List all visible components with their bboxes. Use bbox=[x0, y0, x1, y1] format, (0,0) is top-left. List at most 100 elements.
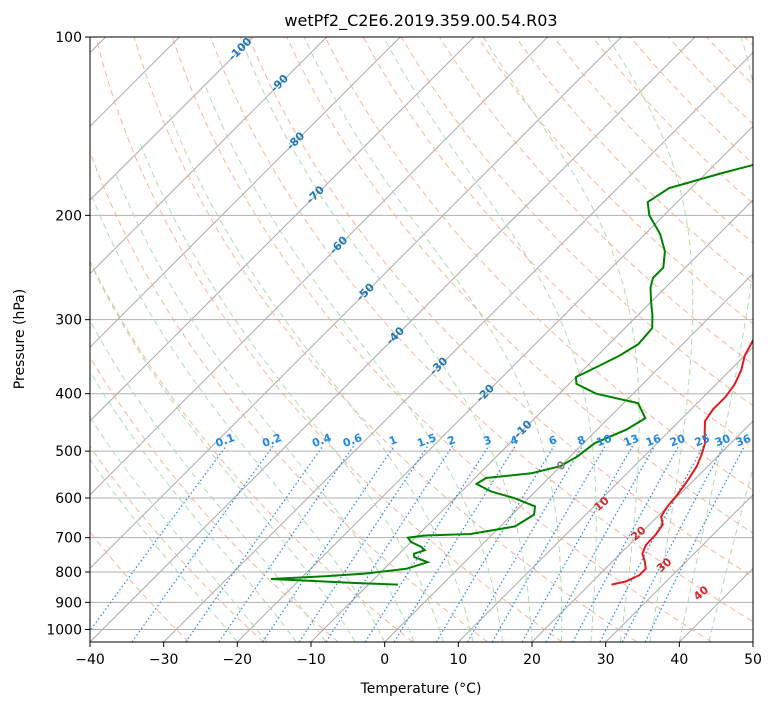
pressure-gridlines bbox=[90, 37, 753, 630]
isotherm-lines bbox=[90, 37, 753, 642]
moist-adiabat-line bbox=[90, 319, 327, 642]
dry-adiabat-line bbox=[90, 531, 190, 642]
moist-adiabat-line bbox=[204, 83, 503, 642]
moist-adiabat-line bbox=[90, 458, 238, 642]
moist-adiabat-line bbox=[303, 37, 563, 642]
dry-adiabat-line bbox=[171, 37, 712, 642]
mixing-ratio-line bbox=[545, 445, 656, 642]
x-tick-label: −30 bbox=[149, 652, 179, 668]
mixing-ratio-line bbox=[131, 445, 274, 642]
mixing-ratio-line bbox=[644, 445, 746, 642]
dry-adiabat-line bbox=[286, 37, 753, 534]
y-tick-label: 500 bbox=[55, 444, 82, 460]
isotherm-line bbox=[310, 199, 753, 642]
x-axis-label: Temperature (°C) bbox=[360, 681, 482, 697]
x-axis-ticks: −40 −30 −20 −10 0 10 20 30 40 50 bbox=[75, 642, 762, 668]
dry-adiabat-line bbox=[95, 37, 563, 642]
y-tick-label: 700 bbox=[55, 531, 82, 547]
mixing-ratio-line bbox=[90, 445, 227, 632]
isotherm-line bbox=[752, 641, 753, 642]
mixing-ratio-lines bbox=[90, 445, 746, 642]
mixing-ratio-line bbox=[262, 445, 395, 642]
x-tick-label: 20 bbox=[523, 652, 541, 668]
x-tick-label: 30 bbox=[597, 652, 615, 668]
mixing-ratio-label: 13 bbox=[622, 432, 641, 449]
isotherm-line bbox=[163, 51, 753, 642]
temperature-series-line bbox=[611, 338, 753, 586]
x-tick-label: 50 bbox=[744, 652, 762, 668]
isotherm-line bbox=[678, 567, 753, 642]
isotherm-line bbox=[90, 37, 401, 349]
mixing-ratio-line bbox=[325, 445, 454, 642]
mixing-ratio-label: 1 bbox=[387, 433, 399, 448]
mixing-ratio-label: 6 bbox=[547, 433, 559, 448]
isotherm-line bbox=[605, 493, 753, 642]
dry-adiabat-line bbox=[90, 445, 264, 642]
isotherm-line bbox=[90, 37, 696, 642]
dry-adiabat-line bbox=[133, 37, 638, 642]
moist-adiabat-line bbox=[169, 114, 474, 642]
dewpoint-series-line bbox=[270, 163, 753, 586]
y-tick-label: 100 bbox=[55, 30, 82, 46]
moist-adiabat-line bbox=[90, 370, 297, 642]
moist-adiabat-label: 40 bbox=[691, 583, 711, 603]
mixing-ratio-label: 30 bbox=[713, 432, 732, 450]
isotherm-line bbox=[90, 37, 475, 422]
mixing-ratio-labels: 0.1 0.2 0.4 0.6 1 1.5 2 3 4 6 8 10 13 16 20 25 30 36 bbox=[214, 431, 753, 450]
moist-adiabat-line bbox=[91, 195, 386, 642]
y-axis-ticks: 100 200 300 400 500 600 700 800 900 1000 bbox=[46, 30, 90, 638]
moist-adiabat-line bbox=[607, 37, 694, 642]
mixing-ratio-label: 20 bbox=[668, 432, 687, 450]
x-tick-label: −10 bbox=[296, 652, 326, 668]
chart-title: wetPf2_C2E6.2019.359.00.54.R03 bbox=[284, 11, 557, 31]
x-tick-label: 40 bbox=[670, 652, 688, 668]
mixing-ratio-label: 36 bbox=[734, 432, 753, 450]
dry-adiabat-line bbox=[515, 37, 753, 284]
mixing-ratio-line bbox=[621, 445, 725, 642]
y-tick-label: 900 bbox=[55, 595, 82, 611]
mixing-ratio-label: 10 bbox=[595, 432, 614, 450]
mixing-ratio-line bbox=[218, 445, 355, 642]
isotherm-line bbox=[531, 420, 753, 642]
y-tick-label: 200 bbox=[55, 208, 82, 224]
mixing-ratio-label: 1.5 bbox=[415, 431, 438, 450]
dry-adiabat-line bbox=[90, 356, 339, 642]
y-tick-label: 1000 bbox=[46, 622, 82, 638]
mixing-ratio-label: 0.6 bbox=[341, 431, 364, 450]
isotherm-line bbox=[384, 272, 753, 642]
mixing-ratio-line bbox=[393, 445, 516, 642]
moist-adiabat-label: 10 bbox=[592, 494, 612, 514]
mixing-ratio-label: 8 bbox=[576, 433, 588, 448]
dry-adiabat-line bbox=[248, 37, 753, 578]
isotherm-line bbox=[236, 125, 753, 642]
x-tick-label: −20 bbox=[223, 652, 253, 668]
moist-adiabat-line bbox=[482, 37, 640, 642]
x-tick-label: −40 bbox=[75, 652, 105, 668]
mixing-ratio-label: 2 bbox=[446, 433, 458, 448]
x-tick-label: 0 bbox=[380, 652, 389, 668]
isotherm-line bbox=[90, 37, 549, 496]
mixing-ratio-line bbox=[521, 445, 634, 642]
mixing-ratio-label: 25 bbox=[693, 432, 712, 449]
moist-adiabat-line bbox=[678, 37, 753, 642]
mixing-ratio-line bbox=[185, 445, 324, 642]
y-tick-label: 600 bbox=[55, 491, 82, 507]
mixing-ratio-line bbox=[466, 445, 584, 642]
y-tick-label: 400 bbox=[55, 387, 82, 403]
moist-adiabat-line bbox=[383, 37, 597, 642]
plot-frame bbox=[89, 36, 754, 643]
dry-adiabat-line bbox=[210, 37, 753, 623]
isotherm-line bbox=[457, 346, 753, 642]
mixing-ratio-label: 4 bbox=[508, 433, 520, 448]
moist-adiabat-lines bbox=[90, 37, 753, 642]
isotherm-line bbox=[90, 37, 254, 201]
y-axis-label: Pressure (hPa) bbox=[12, 289, 28, 389]
moist-adiabat-line bbox=[90, 416, 268, 642]
mixing-ratio-line bbox=[298, 445, 429, 642]
mixing-ratio-label: 0.4 bbox=[310, 431, 333, 450]
dry-adiabat-line bbox=[553, 37, 753, 244]
y-tick-label: 300 bbox=[55, 313, 82, 329]
mixing-ratio-label: 0.1 bbox=[214, 431, 237, 450]
